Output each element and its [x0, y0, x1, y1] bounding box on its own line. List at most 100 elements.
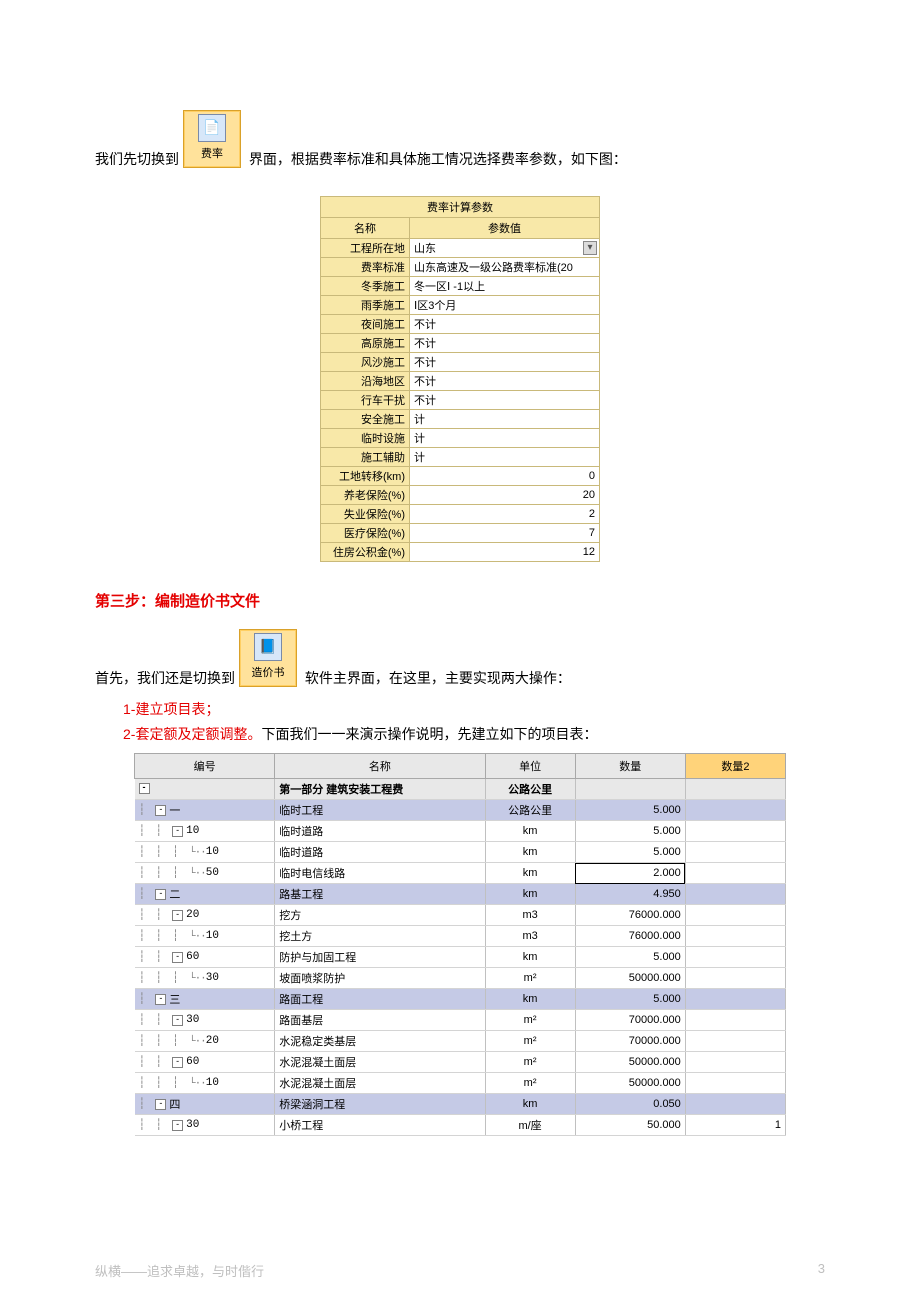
intro1-a: 我们先切换到 — [95, 147, 179, 172]
tree-qty2-cell — [685, 779, 785, 800]
cost-book-icon-button[interactable]: 📘 造价书 — [239, 629, 297, 687]
tree-qty2-cell — [685, 1094, 785, 1115]
rate-icon-button[interactable]: 📄 费率 — [183, 110, 241, 168]
tree-unit-cell: km — [485, 821, 575, 842]
param-value[interactable]: 山东 — [410, 239, 600, 258]
step3-title: 第三步：编制造价书文件 — [95, 590, 825, 611]
tree-qty-cell: 70000.000 — [575, 1010, 685, 1031]
expand-icon[interactable]: - — [172, 1057, 183, 1068]
tree-unit-cell: m² — [485, 1052, 575, 1073]
tree-unit-cell: m² — [485, 1010, 575, 1031]
bullet-1: 1-建立项目表； — [95, 697, 825, 722]
expand-icon[interactable]: - — [155, 1099, 166, 1110]
tree-qty-cell: 4.950 — [575, 884, 685, 905]
param-value: 不计 — [410, 334, 600, 353]
tree-unit-cell: 公路公里 — [485, 800, 575, 821]
table-row[interactable]: ┆ ┆ ┆ └··10水泥混凝土面层m²50000.000 — [135, 1073, 786, 1094]
param-name: 医疗保险(%) — [321, 524, 410, 543]
page-footer: 纵横——追求卓越，与时偕行 3 — [0, 1261, 920, 1280]
param-value: 7 — [410, 524, 600, 543]
param-name: 雨季施工 — [321, 296, 410, 315]
table-row[interactable]: ┆ ┆ ┆ └··20水泥稳定类基层m²70000.000 — [135, 1031, 786, 1052]
tree-code-cell: ┆ -二 — [135, 884, 275, 905]
tree-name-cell: 挖土方 — [275, 926, 485, 947]
param-name: 养老保险(%) — [321, 486, 410, 505]
param-head-val: 参数值 — [410, 218, 600, 239]
expand-icon[interactable]: - — [172, 1015, 183, 1026]
tree-name-cell: 路面工程 — [275, 989, 485, 1010]
expand-icon[interactable]: - — [155, 805, 166, 816]
tree-qty-cell: 70000.000 — [575, 1031, 685, 1052]
table-row[interactable]: ┆ ┆ -60防护与加固工程km5.000 — [135, 947, 786, 968]
param-name: 夜间施工 — [321, 315, 410, 334]
table-row[interactable]: ┆ -三路面工程km5.000 — [135, 989, 786, 1010]
tree-qty-cell: 50000.000 — [575, 968, 685, 989]
bullet2-text-a: 套定额及定额调整。 — [135, 726, 261, 742]
tree-qty-cell: 5.000 — [575, 842, 685, 863]
table-row[interactable]: ┆ ┆ ┆ └··50临时电信线路km2.000 — [135, 863, 786, 884]
tree-code-cell: ┆ -四 — [135, 1094, 275, 1115]
tree-unit-cell: km — [485, 863, 575, 884]
bullet2-text-b: 下面我们一一来演示操作说明，先建立如下的项目表： — [261, 726, 597, 742]
expand-icon[interactable]: - — [155, 889, 166, 900]
tree-unit-cell: km — [485, 989, 575, 1010]
param-name: 风沙施工 — [321, 353, 410, 372]
tree-name-cell: 坡面喷浆防护 — [275, 968, 485, 989]
tree-unit-cell: m² — [485, 968, 575, 989]
tree-table: 编号 名称 单位 数量 数量2 -第一部分 建筑安装工程费公路公里┆ -一临时工… — [134, 753, 786, 1136]
tree-qty2-cell — [685, 821, 785, 842]
table-row[interactable]: ┆ ┆ -60水泥混凝土面层m²50000.000 — [135, 1052, 786, 1073]
table-row[interactable]: ┆ ┆ ┆ └··10挖土方m376000.000 — [135, 926, 786, 947]
tree-name-cell: 水泥混凝土面层 — [275, 1073, 485, 1094]
tree-head-qty2: 数量2 — [685, 754, 785, 779]
expand-icon[interactable]: - — [172, 1120, 183, 1131]
expand-icon[interactable]: - — [172, 826, 183, 837]
tree-qty-cell: 5.000 — [575, 947, 685, 968]
intro1-b: 界面，根据费率标准和具体施工情况选择费率参数，如下图： — [245, 147, 627, 172]
param-value: 不计 — [410, 353, 600, 372]
tree-qty-cell: 76000.000 — [575, 905, 685, 926]
table-row[interactable]: -第一部分 建筑安装工程费公路公里 — [135, 779, 786, 800]
tree-code-cell: ┆ ┆ ┆ └··50 — [135, 863, 275, 884]
tree-qty2-cell — [685, 1073, 785, 1094]
tree-code-cell: ┆ ┆ ┆ └··30 — [135, 968, 275, 989]
tree-code-cell: ┆ ┆ ┆ └··10 — [135, 1073, 275, 1094]
tree-code-cell: - — [135, 779, 275, 800]
tree-qty-cell: 2.000 — [575, 863, 685, 884]
bullet2-pref: 2- — [123, 726, 135, 742]
table-row[interactable]: ┆ ┆ -30小桥工程m/座50.0001 — [135, 1115, 786, 1136]
tree-qty-cell: 5.000 — [575, 800, 685, 821]
table-row[interactable]: ┆ ┆ -30路面基层m²70000.000 — [135, 1010, 786, 1031]
tree-name-cell: 水泥混凝土面层 — [275, 1052, 485, 1073]
tree-code-cell: ┆ ┆ ┆ └··20 — [135, 1031, 275, 1052]
table-row[interactable]: ┆ ┆ ┆ └··30坡面喷浆防护m²50000.000 — [135, 968, 786, 989]
table-row[interactable]: ┆ ┆ ┆ └··10临时道路km5.000 — [135, 842, 786, 863]
tree-name-cell: 临时道路 — [275, 842, 485, 863]
table-row[interactable]: ┆ ┆ -20挖方m376000.000 — [135, 905, 786, 926]
tree-qty-cell — [575, 779, 685, 800]
table-row[interactable]: ┆ ┆ -10临时道路km5.000 — [135, 821, 786, 842]
param-value: 计 — [410, 410, 600, 429]
tree-unit-cell: m/座 — [485, 1115, 575, 1136]
table-row[interactable]: ┆ -四桥梁涵洞工程km0.050 — [135, 1094, 786, 1115]
tree-qty2-cell — [685, 1052, 785, 1073]
tree-qty2-cell — [685, 842, 785, 863]
expand-icon[interactable]: - — [139, 783, 150, 794]
expand-icon[interactable]: - — [155, 994, 166, 1005]
param-value: 计 — [410, 429, 600, 448]
tree-head-unit: 单位 — [485, 754, 575, 779]
intro-line-1: 我们先切换到 📄 费率 界面，根据费率标准和具体施工情况选择费率参数，如下图： — [95, 110, 825, 172]
tree-qty-cell: 50.000 — [575, 1115, 685, 1136]
param-name: 失业保险(%) — [321, 505, 410, 524]
table-row[interactable]: ┆ -一临时工程公路公里5.000 — [135, 800, 786, 821]
tree-unit-cell: km — [485, 842, 575, 863]
tree-qty2-cell — [685, 884, 785, 905]
table-row[interactable]: ┆ -二路基工程km4.950 — [135, 884, 786, 905]
tree-unit-cell: m² — [485, 1073, 575, 1094]
tree-name-cell: 小桥工程 — [275, 1115, 485, 1136]
expand-icon[interactable]: - — [172, 952, 183, 963]
tree-qty-cell: 5.000 — [575, 821, 685, 842]
tree-name-cell: 桥梁涵洞工程 — [275, 1094, 485, 1115]
tree-name-cell: 路面基层 — [275, 1010, 485, 1031]
expand-icon[interactable]: - — [172, 910, 183, 921]
